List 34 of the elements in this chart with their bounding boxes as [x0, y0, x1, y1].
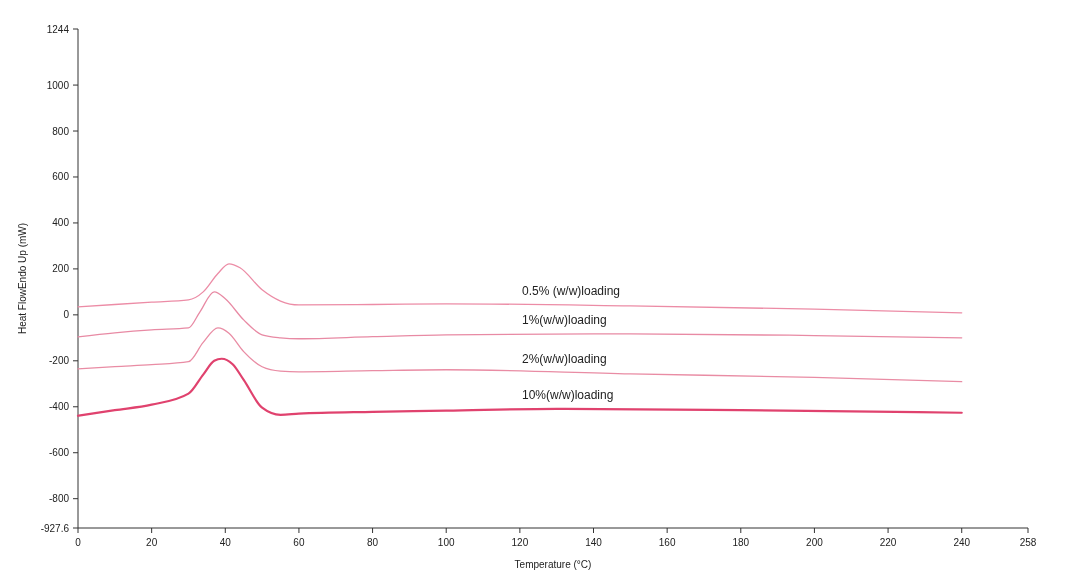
x-tick-label: 200	[806, 537, 824, 548]
x-tick-label: 0	[75, 537, 82, 548]
x-tick-label: 160	[658, 537, 676, 548]
y-axis-title: Heat FlowEndo Up (mW)	[17, 222, 28, 335]
y-tick-label: 1244	[46, 23, 70, 35]
series-label: 0.5% (w/w)loading	[522, 284, 621, 299]
y-tick-label: 400	[52, 217, 70, 229]
x-tick-label: 180	[732, 537, 750, 548]
y-tick-label: -400	[48, 401, 70, 413]
x-tick-label: 40	[219, 537, 232, 548]
y-tick-label: 800	[52, 125, 70, 137]
x-tick-label: 240	[953, 537, 971, 548]
y-tick-label: 600	[52, 171, 70, 183]
y-tick-label: 200	[52, 263, 70, 275]
x-tick-label: 20	[146, 537, 158, 548]
series-label: 1%(w/w)loading	[522, 313, 607, 328]
x-tick-label: 140	[585, 537, 603, 548]
y-tick-label: 1000	[46, 79, 70, 91]
x-tick-label: 80	[367, 537, 379, 548]
y-tick-label: -200	[48, 355, 70, 367]
x-tick-label: 258	[1019, 537, 1037, 548]
y-tick-label: 0	[63, 309, 70, 321]
x-tick-label: 220	[879, 537, 897, 548]
line-series	[77, 327, 963, 383]
y-tick-label: -600	[48, 447, 70, 459]
x-tick-label: 60	[293, 537, 305, 548]
x-tick-label: 100	[437, 537, 455, 548]
x-tick-label: 120	[511, 537, 529, 548]
y-tick-label: -927.6	[40, 522, 70, 534]
series-label: 2%(w/w)loading	[522, 351, 607, 366]
line-series	[77, 263, 963, 314]
x-axis-title: Temperature (°C)	[514, 559, 592, 570]
y-tick-label: -800	[48, 493, 70, 505]
series-label: 10%(w/w)loading	[522, 387, 614, 402]
